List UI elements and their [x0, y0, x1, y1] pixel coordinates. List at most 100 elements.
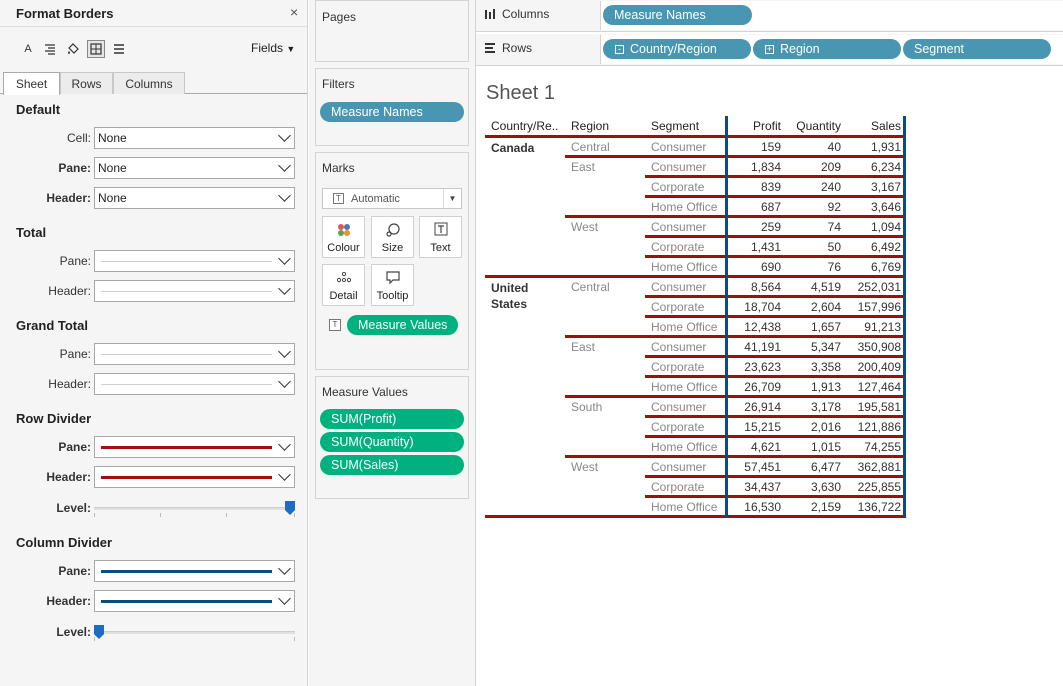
- slider-tick: [226, 513, 227, 517]
- chevron-down-icon: [278, 592, 291, 605]
- size-button[interactable]: Size: [371, 216, 414, 258]
- grand-total-header-dropdown[interactable]: [94, 373, 295, 395]
- grand-total-section-title: Grand Total: [16, 318, 88, 333]
- chevron-down-icon: [278, 282, 291, 295]
- segment-header: Consumer: [651, 340, 707, 354]
- row-divider: [565, 455, 906, 458]
- default-cell-dropdown[interactable]: None: [94, 127, 295, 149]
- sales-value: 91,213: [864, 320, 901, 334]
- segment-header: Corporate: [651, 300, 705, 314]
- mark-type-dropdown[interactable]: T Automatic ▼: [322, 188, 462, 209]
- segment-header: Corporate: [651, 180, 705, 194]
- tab-columns[interactable]: Columns: [113, 72, 185, 94]
- line-style-preview: [101, 291, 272, 292]
- total-section-title: Total: [16, 225, 47, 240]
- text-label: Text: [430, 242, 451, 254]
- measure-pill-profit[interactable]: SUM(Profit): [320, 409, 464, 429]
- measure-pill-quantity[interactable]: SUM(Quantity): [320, 432, 464, 452]
- sales-value: 252,031: [857, 280, 901, 294]
- total-pane-dropdown[interactable]: [94, 250, 295, 272]
- alignment-icon[interactable]: [41, 40, 59, 58]
- sales-value: 350,908: [857, 340, 901, 354]
- colour-button[interactable]: Colour: [322, 216, 365, 258]
- slider-tick: [294, 637, 295, 641]
- quantity-value: 2,159: [810, 500, 841, 514]
- rows-drop-area[interactable]: - Country/Region + Region Segment: [600, 35, 1063, 64]
- row-divider-level-slider[interactable]: [94, 501, 295, 517]
- row-divider: [645, 435, 906, 438]
- colour-icon: [323, 222, 364, 238]
- rows-shelf[interactable]: Rows - Country/Region + Region Segment: [476, 34, 1063, 66]
- quantity-value: 3,178: [810, 400, 841, 414]
- pages-card[interactable]: Pages: [315, 0, 469, 62]
- rows-pill-country-region[interactable]: - Country/Region: [603, 39, 751, 59]
- row-divider-header-dropdown[interactable]: [94, 466, 295, 488]
- columns-shelf[interactable]: Columns Measure Names: [476, 0, 1063, 32]
- sales-value: 157,996: [857, 300, 901, 314]
- collapse-icon[interactable]: -: [615, 44, 624, 54]
- grand-total-pane-dropdown[interactable]: [94, 343, 295, 365]
- columns-pill-measure-names[interactable]: Measure Names: [603, 5, 752, 25]
- total-header-dropdown[interactable]: [94, 280, 295, 302]
- profit-value: 41,191: [744, 340, 781, 354]
- slider-thumb[interactable]: [285, 501, 295, 515]
- segment-header: Home Office: [651, 380, 718, 394]
- slider-thumb[interactable]: [94, 625, 104, 639]
- fields-dropdown[interactable]: Fields ▼: [251, 41, 295, 55]
- pane-label: Pane:: [58, 161, 91, 175]
- filters-card[interactable]: Filters Measure Names: [315, 68, 469, 146]
- slider-tick: [294, 513, 295, 517]
- measure-pill-sales[interactable]: SUM(Sales): [320, 455, 464, 475]
- marks-pill-measure-values[interactable]: Measure Values: [347, 315, 458, 335]
- tab-rows[interactable]: Rows: [60, 72, 113, 94]
- row-divider: [485, 515, 906, 518]
- text-button[interactable]: Text: [419, 216, 462, 258]
- dropdown-value: None: [98, 191, 127, 205]
- quantity-value: 209: [820, 160, 841, 174]
- close-icon[interactable]: ×: [290, 4, 299, 20]
- font-icon[interactable]: A: [24, 43, 32, 55]
- profit-value: 259: [760, 220, 781, 234]
- quantity-value: 40: [827, 140, 841, 154]
- rows-pill-region[interactable]: + Region: [753, 39, 901, 59]
- quantity-value: 1,913: [810, 380, 841, 394]
- pane-label: Pane:: [58, 564, 91, 578]
- column-divider-level-slider[interactable]: [94, 625, 295, 641]
- chevron-down-icon: [278, 438, 291, 451]
- chevron-down-icon: [278, 189, 291, 202]
- detail-label: Detail: [329, 290, 358, 302]
- borders-icon[interactable]: [87, 40, 105, 58]
- column-header: Segment: [651, 119, 700, 133]
- row-divider: [645, 235, 906, 238]
- profit-value: 15,215: [744, 420, 781, 434]
- quantity-value: 3,358: [810, 360, 841, 374]
- default-pane-dropdown[interactable]: None: [94, 157, 295, 179]
- rows-pill-segment[interactable]: Segment: [903, 39, 1051, 59]
- segment-header: Corporate: [651, 240, 705, 254]
- columns-drop-area[interactable]: Measure Names: [600, 1, 1063, 30]
- mark-type-value: Automatic: [351, 192, 400, 205]
- crosstab: Country/Re.. Region Segment Profit Quantity S…: [477, 68, 1063, 686]
- tab-sheet[interactable]: Sheet: [3, 72, 60, 95]
- format-borders-panel: Format Borders × A Fields ▼ Sheet Rows C…: [0, 0, 308, 686]
- shading-icon[interactable]: [64, 40, 82, 58]
- row-divider-pane-dropdown[interactable]: [94, 436, 295, 458]
- size-label: Size: [381, 242, 404, 254]
- column-header: Quantity: [796, 119, 841, 133]
- column-header: Profit: [752, 119, 781, 133]
- chevron-down-icon: [278, 159, 291, 172]
- lines-icon[interactable]: [110, 40, 128, 58]
- detail-button[interactable]: Detail: [322, 264, 365, 306]
- default-header-dropdown[interactable]: None: [94, 187, 295, 209]
- profit-value: 690: [760, 260, 781, 274]
- filter-pill-measure-names[interactable]: Measure Names: [320, 102, 464, 122]
- tooltip-button[interactable]: Tooltip: [371, 264, 414, 306]
- expand-icon[interactable]: +: [765, 43, 774, 54]
- country-header: Canada: [491, 141, 535, 155]
- caret-down-icon: ▼: [286, 44, 296, 54]
- column-divider-header-dropdown[interactable]: [94, 590, 295, 612]
- rows-shelf-label: Rows: [484, 41, 532, 55]
- text-mark-icon: T: [333, 193, 344, 204]
- sales-value: 136,722: [857, 500, 901, 514]
- column-divider-pane-dropdown[interactable]: [94, 560, 295, 582]
